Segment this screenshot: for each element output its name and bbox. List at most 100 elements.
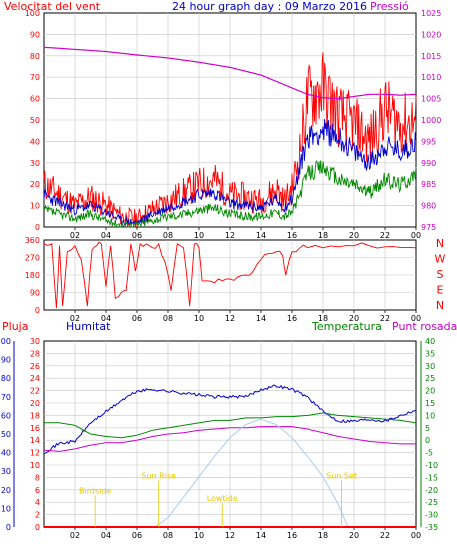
direction-x-tick-label: 20 — [349, 314, 359, 323]
pressure-y-tick-label: 980 — [421, 202, 436, 211]
direction-y-tick-label: 180 — [25, 271, 40, 280]
humidity-x-tick-label: 04 — [101, 531, 111, 540]
temperature-y-tick-label: 15 — [425, 399, 435, 408]
direction-x-ticks: 02 04 06 08 10 12 14 16 18 20 22 00 — [70, 310, 421, 323]
pressure-y-ticks: 975 980 985 990 995 1000 1005 1010 1015 1020 1025 — [421, 9, 441, 232]
rain-y-tick-label: 2 — [35, 511, 40, 520]
humidity-x-tick-label: 08 — [163, 531, 173, 540]
wind-x-tick-label: 00 — [411, 231, 421, 240]
humidity-y-tick-label: 20 — [1, 486, 11, 495]
direction-x-tick-label: 06 — [132, 314, 142, 323]
wind-x-ticks: 02 04 06 08 10 12 14 16 18 20 22 00 — [70, 227, 421, 240]
pressure-y-tick-label: 985 — [421, 180, 436, 189]
temperature-y-tick-label: 0 — [425, 436, 430, 445]
pressure-y-tick-label: 975 — [421, 223, 436, 232]
rain-y-tick-label: 28 — [30, 349, 40, 358]
temperature-y-tick-label: -5 — [425, 449, 433, 458]
pressure-y-tick-label: 990 — [421, 159, 436, 168]
humidity-x-tick-label: 10 — [194, 531, 204, 540]
direction-x-tick-label: 16 — [287, 314, 297, 323]
humidity-x-tick-label: 06 — [132, 531, 142, 540]
humidity-y-tick-label: 0 — [6, 523, 11, 532]
temperature-y-tick-label: -10 — [425, 461, 438, 470]
temperature-y-tick-label: -30 — [425, 511, 438, 520]
direction-y-tick-label: 360 — [25, 236, 40, 245]
rain-y-tick-label: 8 — [35, 473, 40, 482]
rain-y-tick-label: 30 — [30, 337, 40, 346]
wind-axis-label: Velocitat del vent — [4, 0, 101, 13]
direction-y-tick-label: 270 — [25, 254, 40, 263]
temperature-y-tick-label: 10 — [425, 411, 435, 420]
temperature-y-tick-label: 5 — [425, 424, 430, 433]
temperature-y-tick-label: 35 — [425, 349, 435, 358]
compass-tick-label: N — [436, 237, 444, 250]
humidity-panel-grid — [44, 341, 416, 527]
direction-x-tick-label: 00 — [411, 314, 421, 323]
pressure-y-tick-label: 1000 — [421, 116, 441, 125]
pressure-y-tick-label: 1025 — [421, 9, 441, 18]
temperature-axis-label: Temperatura — [311, 320, 382, 333]
rain-axis-label: Pluja — [2, 320, 28, 333]
wind-x-tick-label: 06 — [132, 231, 142, 240]
wind-average-line — [43, 119, 417, 226]
direction-x-tick-label: 22 — [380, 314, 390, 323]
humidity-y-tick-label: 60 — [1, 411, 11, 420]
temperature-line — [44, 412, 417, 439]
direction-y-tick-label: 0 — [35, 306, 40, 315]
wind-y-tick-label: 70 — [30, 73, 40, 82]
temperature-y-tick-label: -25 — [425, 498, 438, 507]
temperature-y-tick-label: 40 — [425, 337, 435, 346]
annotations: Birdside Sun Rise Lowtide Sun Set — [79, 472, 357, 527]
direction-x-tick-label: 12 — [225, 314, 235, 323]
wind-y-tick-label: 0 — [35, 223, 40, 232]
annotation-label: Sun Rise — [141, 472, 176, 481]
wind-x-tick-label: 10 — [194, 231, 204, 240]
humidity-series — [43, 384, 417, 528]
humidity-x-tick-label: 22 — [380, 531, 390, 540]
humidity-x-tick-label: 16 — [287, 531, 297, 540]
temperature-y-tick-label: -20 — [425, 486, 438, 495]
wind-y-tick-label: 90 — [30, 30, 40, 39]
direction-y-tick-label: 90 — [30, 289, 40, 298]
wind-gust-line — [43, 52, 417, 228]
humidity-y-tick-label: 30 — [1, 467, 11, 476]
wind-y-tick-label: 20 — [30, 180, 40, 189]
humidity-y-tick-label: 80 — [1, 374, 11, 383]
pressure-y-tick-label: 1005 — [421, 95, 441, 104]
dewpoint-axis-label: Punt rosada — [392, 320, 457, 333]
rain-y-tick-label: 4 — [35, 498, 40, 507]
wind-direction-line — [43, 241, 417, 309]
humidity-x-ticks: 02 04 06 08 10 12 14 16 18 20 22 00 — [70, 527, 421, 540]
annotation-label: Birdside — [79, 487, 111, 496]
direction-panel-grid — [44, 240, 416, 310]
pressure-axis-label: Pressió — [370, 0, 409, 13]
wind-panel-grid — [44, 13, 416, 227]
humidity-y-tick-label: 50 — [1, 430, 11, 439]
pressure-y-tick-label: 1015 — [421, 52, 441, 61]
rain-y-tick-label: 16 — [30, 424, 40, 433]
direction-x-tick-label: 14 — [256, 314, 266, 323]
humidity-y-tick-label: 90 — [1, 356, 11, 365]
dewpoint-line — [43, 426, 416, 452]
pressure-y-tick-label: 995 — [421, 137, 436, 146]
temperature-y-tick-label: 25 — [425, 374, 435, 383]
compass-tick-label: E — [437, 284, 444, 297]
humidity-y-tick-label: 100 — [0, 337, 11, 346]
direction-x-tick-label: 10 — [194, 314, 204, 323]
humidity-x-tick-label: 14 — [256, 531, 266, 540]
pressure-line — [43, 46, 417, 100]
wind-x-tick-label: 16 — [287, 231, 297, 240]
direction-x-tick-label: 04 — [101, 314, 111, 323]
direction-series — [43, 241, 417, 309]
wind-y-ticks: 0 10 20 30 40 50 60 70 80 90 100 — [25, 9, 40, 232]
wind-y-tick-label: 60 — [30, 95, 40, 104]
annotation-label: Lowtide — [207, 494, 238, 503]
rain-y-tick-label: 20 — [30, 399, 40, 408]
chart-title: 24 hour graph day : 09 Marzo 2016 — [172, 0, 367, 13]
wind-y-tick-label: 100 — [25, 9, 40, 18]
temperature-y-tick-label: 30 — [425, 362, 435, 371]
pressure-y-tick-label: 1020 — [421, 30, 441, 39]
